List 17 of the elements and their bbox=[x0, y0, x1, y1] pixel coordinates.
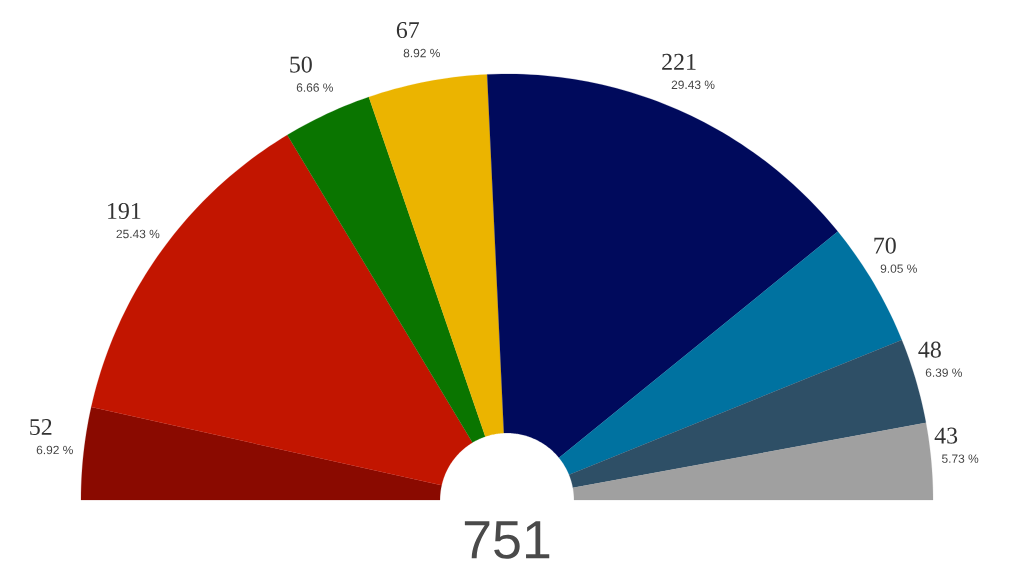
data-label: 50 bbox=[290, 56, 312, 73]
text: 6.92 % bbox=[36, 445, 73, 455]
data-label: 221 bbox=[662, 53, 696, 70]
text: 6.39 % bbox=[925, 368, 962, 377]
text: 751 bbox=[464, 521, 550, 559]
text: 29.43 % bbox=[671, 80, 715, 89]
data-label: 191 bbox=[108, 202, 141, 219]
data-label: 67 bbox=[396, 22, 420, 39]
text: 8.92 % bbox=[403, 48, 440, 58]
text: 5.73 % bbox=[942, 454, 979, 463]
text: 25.43 % bbox=[116, 229, 160, 239]
data-label: 52 bbox=[30, 418, 52, 436]
data-label: 43 bbox=[934, 427, 958, 444]
data-label: 70 bbox=[874, 237, 896, 254]
text: 6.66 % bbox=[296, 83, 333, 92]
data-label: 48 bbox=[918, 341, 941, 358]
text: 9.05 % bbox=[880, 264, 917, 273]
